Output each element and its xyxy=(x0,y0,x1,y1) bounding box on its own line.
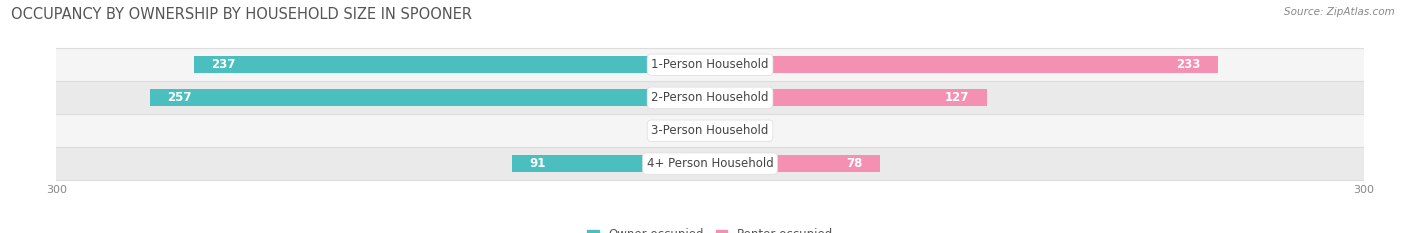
Bar xyxy=(56,114,1364,147)
Text: 127: 127 xyxy=(945,91,969,104)
Text: 4+ Person Household: 4+ Person Household xyxy=(647,157,773,170)
Text: 2-Person Household: 2-Person Household xyxy=(651,91,769,104)
Bar xyxy=(56,147,1364,180)
Bar xyxy=(194,56,710,73)
Bar xyxy=(150,89,710,106)
Bar xyxy=(710,56,1218,73)
Bar xyxy=(56,81,1364,114)
Legend: Owner-occupied, Renter-occupied: Owner-occupied, Renter-occupied xyxy=(582,224,838,233)
Text: 91: 91 xyxy=(529,157,546,170)
Text: OCCUPANCY BY OWNERSHIP BY HOUSEHOLD SIZE IN SPOONER: OCCUPANCY BY OWNERSHIP BY HOUSEHOLD SIZE… xyxy=(11,7,472,22)
Bar xyxy=(710,122,737,139)
Bar xyxy=(710,89,987,106)
Text: 78: 78 xyxy=(846,157,862,170)
Bar xyxy=(56,48,1364,81)
Text: 3-Person Household: 3-Person Household xyxy=(651,124,769,137)
Bar xyxy=(710,155,880,172)
Text: 1-Person Household: 1-Person Household xyxy=(651,58,769,71)
Text: 233: 233 xyxy=(1175,58,1201,71)
Bar xyxy=(697,122,710,139)
Bar xyxy=(512,155,710,172)
Text: 237: 237 xyxy=(211,58,235,71)
Text: 6: 6 xyxy=(681,124,689,137)
Text: 257: 257 xyxy=(167,91,191,104)
Text: 12: 12 xyxy=(745,124,761,137)
Text: Source: ZipAtlas.com: Source: ZipAtlas.com xyxy=(1284,7,1395,17)
